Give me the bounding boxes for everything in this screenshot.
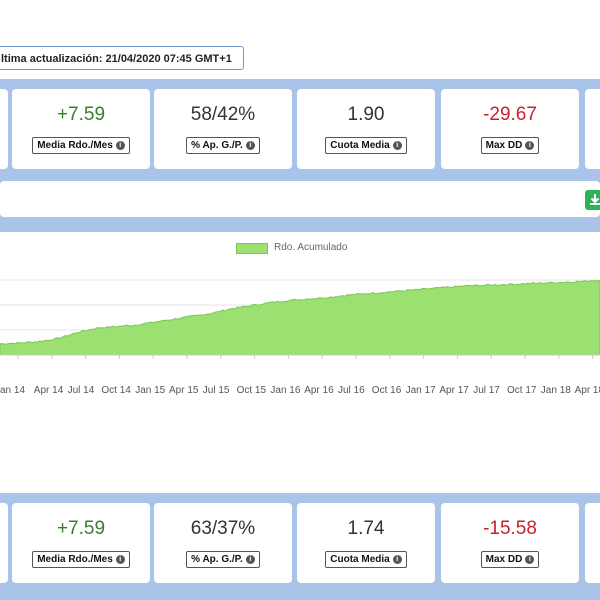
cumulative-chart: an 14 Apr 14 Jul 14 Oct 14 Jan 15 Apr 15 Jul 1… (0, 279, 600, 396)
stat-label-text: % Ap. G./P. (191, 554, 243, 565)
x-tick-label: Apr 15 (169, 385, 199, 396)
stat-value: 1.74 (347, 518, 385, 539)
stat-label-text: % Ap. G./P. (191, 140, 243, 151)
info-icon[interactable]: i (245, 141, 255, 150)
stat-top-card-2: 1.90 Cuota Media i (297, 89, 435, 169)
stat-value: 63/37% (190, 518, 256, 539)
info-icon[interactable]: i (115, 555, 125, 564)
stat-label: Max DD i (480, 137, 540, 154)
stat-bottom-card-3: -15.58 Max DD i (441, 503, 579, 583)
chart-toolbar (0, 181, 600, 217)
stat-bottom-card-2: 1.74 Cuota Media i (297, 503, 435, 583)
x-tick-label: Jan 15 (135, 385, 165, 396)
x-tick-label: Oct 15 (237, 385, 267, 396)
stat-bottom-card-1: 63/37% % Ap. G./P. i (154, 503, 292, 583)
stat-label: % Ap. G./P. i (186, 137, 260, 154)
info-icon[interactable]: i (525, 141, 535, 150)
x-tick-label: Oct 16 (372, 385, 402, 396)
x-tick-label: Apr 18 (575, 385, 600, 396)
last-update-text: ltima actualización: 21/04/2020 07:45 GM… (1, 53, 232, 65)
chart-band (0, 220, 600, 232)
x-tick-label: Apr 17 (439, 385, 469, 396)
stat-value: 58/42% (190, 104, 256, 125)
stat-bottom-card-0: +7.59 Media Rdo./Mes i (12, 503, 150, 583)
stat-value: 1.90 (347, 104, 385, 125)
x-tick-label: Jul 14 (68, 385, 95, 396)
stat-label: Cuota Media i (325, 137, 407, 154)
x-tick-label: Jul 16 (338, 385, 365, 396)
x-tick-label: Apr 16 (304, 385, 334, 396)
stat-label-text: Max DD (485, 554, 523, 565)
x-tick-label: Jul 17 (473, 385, 500, 396)
info-icon[interactable]: i (525, 555, 535, 564)
stat-top-card-3: -29.67 Max DD i (441, 89, 579, 169)
legend-swatch[interactable] (236, 243, 268, 254)
stat-value: +7.59 (56, 104, 106, 125)
stat-value: -29.67 (483, 104, 537, 125)
stat-label-text: Media Rdo./Mes (37, 140, 113, 151)
stat-top-card-1: 58/42% % Ap. G./P. i (154, 89, 292, 169)
stat-value: +7.59 (56, 518, 106, 539)
area-series (0, 279, 600, 356)
x-tick-label: Apr 14 (34, 385, 64, 396)
stat-bottom-card-edge-left (0, 503, 8, 583)
stat-top-card-0: +7.59 Media Rdo./Mes i (12, 89, 150, 169)
x-tick-label: Oct 17 (507, 385, 537, 396)
stat-top-card-edge-left (0, 89, 8, 169)
stat-label-text: Max DD (485, 140, 523, 151)
stat-top-card-edge-right (585, 89, 600, 169)
x-tick-label: Jan 18 (541, 385, 571, 396)
stat-label-text: Cuota Media (330, 140, 390, 151)
download-icon (590, 194, 600, 205)
x-tick-label: an 14 (0, 385, 25, 396)
info-icon[interactable]: i (392, 141, 402, 150)
stat-value: -15.58 (483, 518, 537, 539)
legend-label[interactable]: Rdo. Acumulado (274, 242, 348, 253)
download-button[interactable] (585, 190, 600, 210)
stat-bottom-card-edge-right (585, 503, 600, 583)
stat-label: Media Rdo./Mes i (32, 137, 130, 154)
x-tick-label: Jan 17 (406, 385, 436, 396)
info-icon[interactable]: i (392, 555, 402, 564)
stat-label: Max DD i (480, 551, 540, 568)
info-icon[interactable]: i (245, 555, 255, 564)
x-axis-ticks: an 14 Apr 14 Jul 14 Oct 14 Jan 15 Apr 15 Jul 1… (0, 355, 600, 396)
stat-label: Cuota Media i (325, 551, 407, 568)
stat-label: % Ap. G./P. i (186, 551, 260, 568)
x-tick-label: Jan 16 (270, 385, 300, 396)
x-tick-label: Jul 15 (203, 385, 230, 396)
stat-label-text: Cuota Media (330, 554, 390, 565)
stat-label: Media Rdo./Mes i (32, 551, 130, 568)
last-update-box: ltima actualización: 21/04/2020 07:45 GM… (0, 46, 244, 70)
info-icon[interactable]: i (115, 141, 125, 150)
x-tick-label: Oct 14 (101, 385, 131, 396)
stat-label-text: Media Rdo./Mes (37, 554, 113, 565)
